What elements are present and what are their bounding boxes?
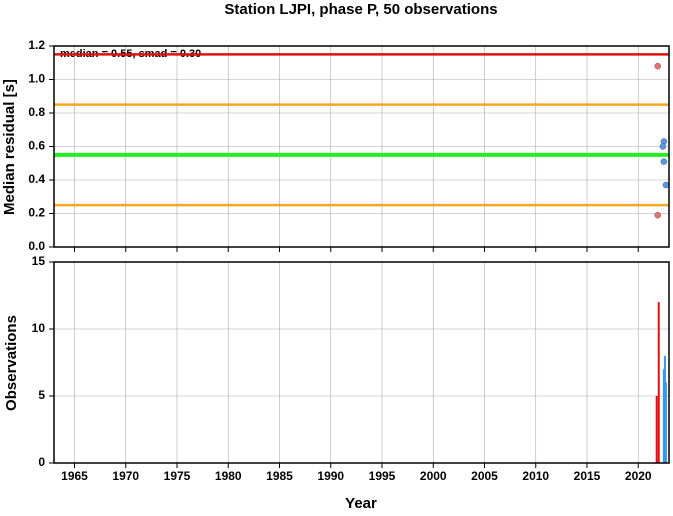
y-tick-label: 5: [38, 388, 45, 402]
point: [654, 62, 661, 70]
point: [660, 158, 668, 165]
y-axis-label: Median residual [s]: [1, 79, 18, 215]
x-tick-label: 2015: [574, 469, 601, 483]
y-tick-label: 1.0: [28, 72, 45, 86]
y-tick-label: 0.2: [28, 206, 45, 220]
x-tick-label: 1970: [112, 469, 139, 483]
x-tick-label: 1990: [317, 469, 344, 483]
x-tick-label: 2020: [625, 469, 652, 483]
bar: [663, 355, 666, 463]
point: [662, 181, 670, 189]
y-tick-label: 0.8: [28, 105, 45, 119]
y-tick-label: 0: [38, 455, 45, 469]
y-tick-label: 10: [32, 321, 46, 335]
point: [659, 143, 667, 150]
chart-title: Station LJPI, phase P, 50 observations: [224, 1, 497, 18]
x-tick-label: 2000: [420, 469, 447, 483]
bar: [655, 396, 658, 463]
x-tick-label: 1980: [215, 469, 242, 483]
plot-frame: [53, 261, 670, 464]
x-tick-label: 2005: [471, 469, 498, 483]
y-tick-label: 15: [32, 254, 46, 268]
y-tick-label: 1.2: [28, 38, 45, 52]
bar: [657, 302, 660, 463]
y-tick-label: 0.4: [28, 172, 45, 186]
x-tick-label: 1985: [266, 469, 293, 483]
x-tick-label: 1995: [369, 469, 396, 483]
point: [654, 211, 661, 219]
y-tick-label: 0.0: [28, 239, 45, 253]
x-tick-label: 1965: [61, 469, 88, 483]
bar: [662, 369, 665, 463]
bar: [664, 382, 667, 463]
y-axis-label: Observations: [3, 315, 20, 411]
x-tick-label: 2010: [522, 469, 549, 483]
x-tick-label: 1975: [164, 469, 191, 483]
y-tick-label: 0.6: [28, 139, 45, 153]
plot-frame: [53, 45, 670, 248]
x-axis-label: Year: [345, 495, 377, 511]
